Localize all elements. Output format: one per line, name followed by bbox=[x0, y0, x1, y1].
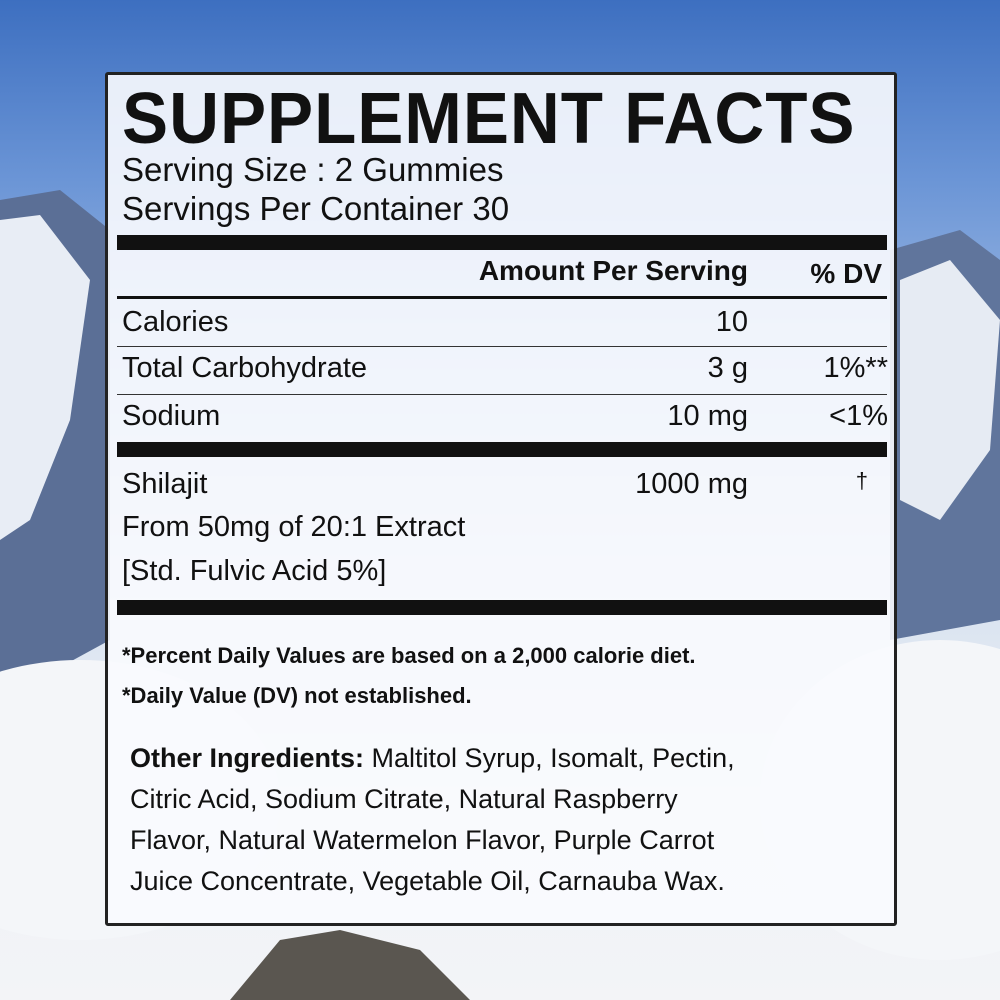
footnote: *Daily Value (DV) not established. bbox=[122, 683, 472, 708]
ingredients-line: Juice Concentrate, Vegetable Oil, Carnau… bbox=[130, 866, 725, 896]
servings-per-container: Servings Per Container 30 bbox=[122, 190, 510, 227]
shilajit-name: Shilajit bbox=[122, 468, 208, 500]
ingredients-line: Citric Acid, Sodium Citrate, Natural Ras… bbox=[130, 784, 678, 814]
row-amount: 10 bbox=[715, 306, 748, 338]
row-name: Total Carbohydrate bbox=[122, 352, 368, 384]
row-dv: <1% bbox=[829, 400, 888, 432]
ingredients-line: Maltitol Syrup, Isomalt, Pectin, bbox=[364, 743, 735, 773]
row-name: Sodium bbox=[122, 400, 221, 432]
divider-thick bbox=[117, 442, 887, 457]
amount-per-serving-header: Amount Per Serving bbox=[478, 255, 748, 286]
other-ingredients-label: Other Ingredients: bbox=[130, 743, 365, 773]
label-title: SUPPLEMENT FACTS bbox=[122, 79, 856, 159]
serving-size: Serving Size : 2 Gummies bbox=[122, 151, 504, 188]
divider bbox=[117, 394, 887, 395]
divider bbox=[117, 296, 887, 299]
shilajit-dv: † bbox=[855, 468, 868, 493]
ingredients-line: Flavor, Natural Watermelon Flavor, Purpl… bbox=[130, 825, 715, 855]
divider-thick bbox=[117, 600, 887, 615]
supplement-facts-panel bbox=[105, 72, 897, 926]
other-ingredients: Other Ingredients: Maltitol Syrup, Isoma… bbox=[130, 738, 735, 902]
footnote: *Percent Daily Values are based on a 2,0… bbox=[122, 643, 696, 668]
row-amount: 3 g bbox=[707, 352, 748, 384]
dv-header: % DV bbox=[810, 258, 882, 289]
divider-thick bbox=[117, 235, 887, 250]
row-name: Calories bbox=[122, 306, 229, 338]
shilajit-amount: 1000 mg bbox=[635, 468, 748, 500]
divider bbox=[117, 346, 887, 347]
shilajit-detail: From 50mg of 20:1 Extract bbox=[122, 511, 466, 543]
row-dv: 1%** bbox=[823, 352, 889, 384]
row-amount: 10 mg bbox=[667, 400, 748, 432]
shilajit-detail: [Std. Fulvic Acid 5%] bbox=[122, 555, 387, 587]
